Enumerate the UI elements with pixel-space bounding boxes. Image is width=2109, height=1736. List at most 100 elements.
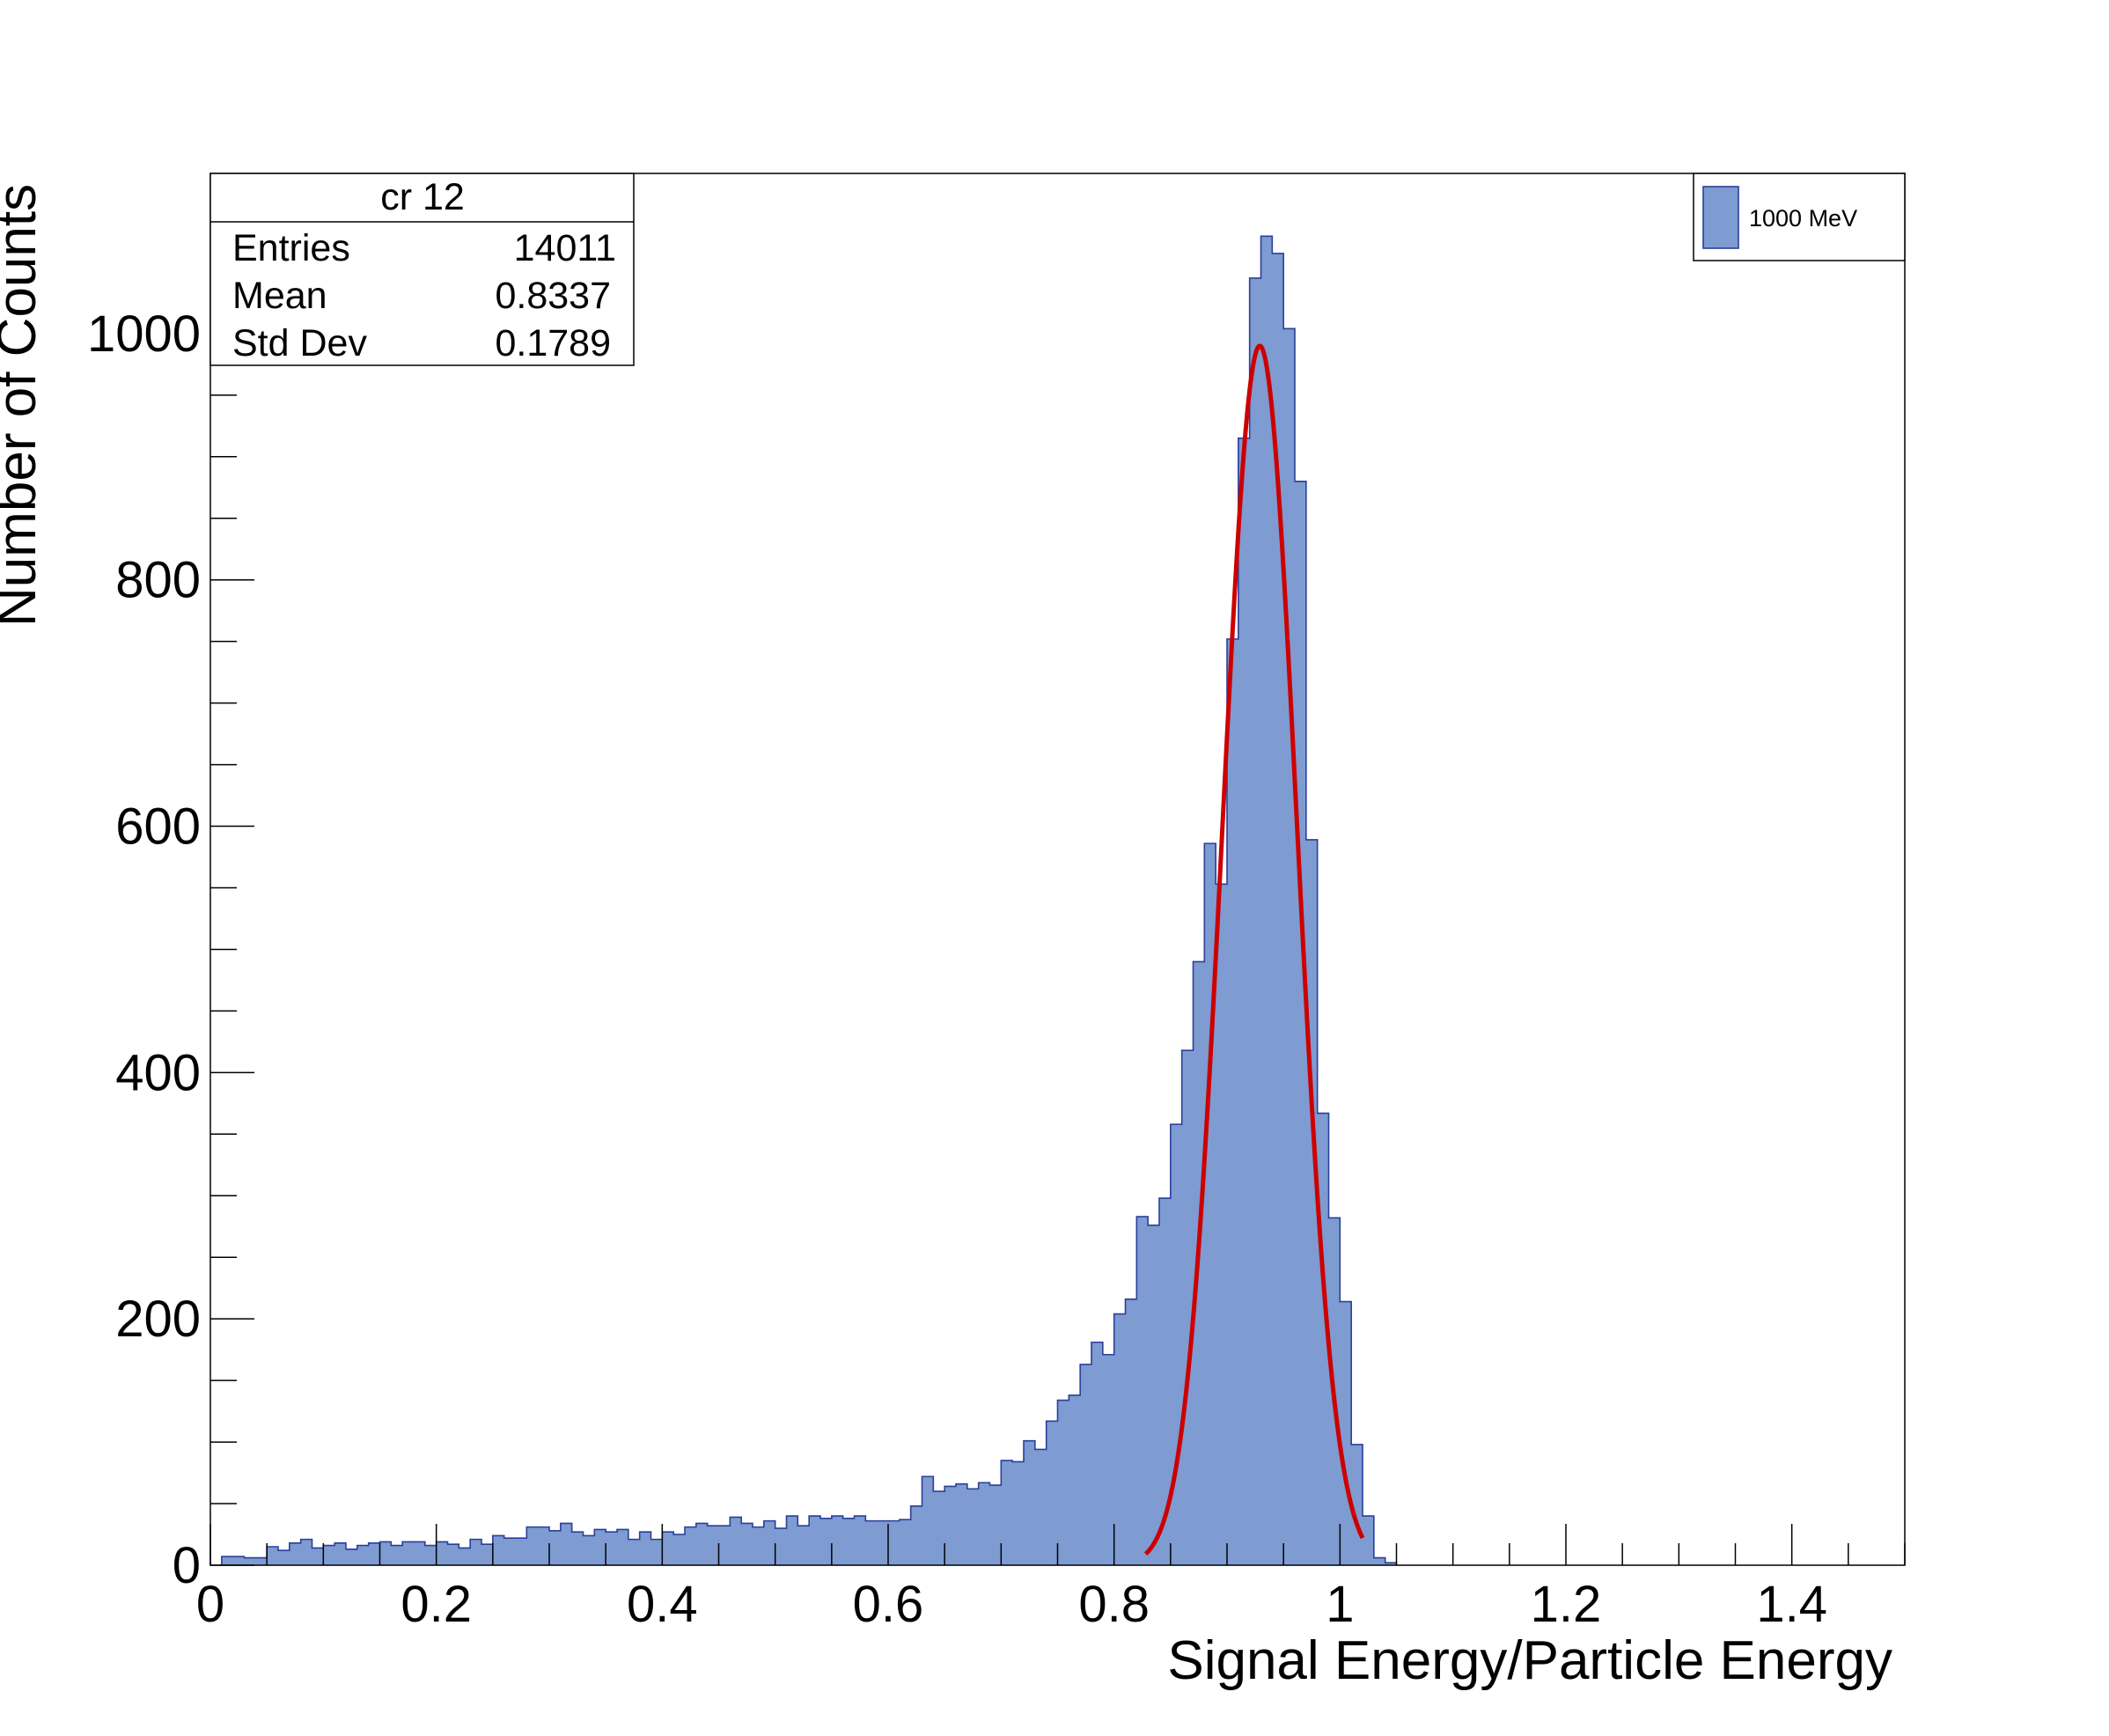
x-tick-label: 0.2: [400, 1576, 472, 1633]
histogram-bar: [447, 1544, 459, 1565]
stats-entries-value: 14011: [514, 227, 616, 269]
x-tick-label: 0.6: [853, 1576, 924, 1633]
histogram-bar: [842, 1518, 855, 1565]
histogram-bar: [424, 1545, 437, 1565]
histogram-bar: [1113, 1313, 1126, 1565]
histogram-bar: [1295, 481, 1307, 1565]
y-axis: 0 200 400 600 800 1000: [87, 210, 254, 1594]
histogram-bar: [515, 1538, 527, 1565]
histogram-bar: [1181, 1050, 1194, 1565]
histogram-bar: [865, 1520, 878, 1565]
legend: 1000 MeV: [1693, 173, 1906, 261]
x-tick-label: 0.8: [1078, 1576, 1150, 1633]
histogram-bar: [459, 1548, 471, 1565]
y-tick-label: 0: [173, 1537, 201, 1594]
histogram-bar: [1001, 1460, 1013, 1565]
histogram-bar: [1227, 638, 1239, 1565]
histogram-bar: [1216, 884, 1228, 1565]
histogram-bar: [436, 1541, 448, 1565]
histogram-bar: [685, 1526, 697, 1565]
histogram-bar: [356, 1545, 370, 1565]
histogram-bar: [753, 1526, 765, 1565]
histogram-bar: [391, 1545, 403, 1565]
histogram-bar: [402, 1541, 415, 1565]
histogram-bar: [1057, 1400, 1069, 1565]
histogram-bar: [1102, 1354, 1115, 1565]
histogram-bar: [606, 1532, 618, 1565]
histogram-bar: [334, 1542, 347, 1565]
histogram-bar: [1272, 253, 1284, 1566]
histogram-bar: [707, 1526, 719, 1565]
histogram-bar: [549, 1530, 562, 1565]
stats-title: cr 12: [380, 176, 465, 218]
histogram-bar: [1373, 1557, 1386, 1565]
histogram-bar: [414, 1541, 426, 1565]
histogram-bar: [741, 1523, 753, 1565]
histogram-bar: [255, 1557, 268, 1565]
histogram-bar: [1159, 1198, 1172, 1565]
histogram-bar: [312, 1548, 324, 1565]
histogram-bar: [820, 1518, 833, 1565]
histogram-bar: [956, 1483, 968, 1565]
histogram-bar: [1091, 1342, 1104, 1565]
y-tick-label: 200: [115, 1291, 201, 1348]
histogram-bar: [1069, 1394, 1081, 1565]
x-axis-label: Signal Energy/Particle Energy: [1167, 1630, 1892, 1691]
histogram-bar: [289, 1542, 302, 1565]
stats-mean-label: Mean: [232, 275, 327, 317]
histogram-bar: [244, 1557, 256, 1565]
x-tick-label: 0.4: [627, 1576, 698, 1633]
histogram-bar: [718, 1526, 731, 1565]
x-axis: 0 0.2 0.4 0.6 0.8 1 1.2 1.4: [196, 1524, 1906, 1633]
x-tick-label: 0: [196, 1576, 224, 1633]
stats-stddev-value: 0.1789: [495, 322, 611, 364]
histogram-bar: [267, 1547, 279, 1565]
x-tick-label: 1.2: [1531, 1576, 1602, 1633]
plot-frame: [209, 173, 1906, 1566]
y-tick-label: 400: [115, 1044, 201, 1101]
histogram-bar: [278, 1550, 290, 1565]
histogram-bar: [1249, 277, 1261, 1565]
histogram-bar: [966, 1489, 980, 1565]
histogram-bar: [944, 1486, 957, 1565]
histogram-bar: [922, 1476, 934, 1565]
histogram-bar: [650, 1539, 663, 1565]
legend-label: 1000 MeV: [1749, 205, 1857, 232]
histogram-bar: [854, 1516, 866, 1565]
histogram-bar: [730, 1517, 742, 1565]
histogram-bars: [221, 236, 1397, 1566]
histogram-bar: [1385, 1563, 1397, 1565]
stats-box: cr 12 Entries 14011 Mean 0.8337 Std Dev …: [209, 173, 635, 366]
histogram-bar: [1283, 328, 1296, 1565]
histogram-bar: [571, 1532, 584, 1565]
histogram-bar: [470, 1539, 482, 1565]
y-tick-label: 1000: [87, 305, 201, 363]
histogram-bar: [1034, 1449, 1047, 1565]
histogram-bar: [662, 1532, 674, 1565]
histogram-bar: [763, 1520, 776, 1565]
fit-curve: [1143, 343, 1365, 1556]
histogram-bar: [933, 1491, 945, 1565]
histogram-bar: [888, 1520, 900, 1565]
histogram-bar: [910, 1505, 922, 1565]
histogram-bar: [877, 1520, 889, 1565]
histogram-bar: [899, 1519, 912, 1565]
histogram-bar: [232, 1556, 245, 1565]
histogram-bar: [1046, 1421, 1058, 1565]
histogram-bar: [1363, 1516, 1375, 1565]
histogram-bar: [538, 1526, 550, 1565]
histogram-bar: [323, 1545, 335, 1565]
histogram-bar: [1136, 1217, 1149, 1565]
histogram-bar: [492, 1535, 505, 1565]
histogram-bar: [221, 1556, 234, 1565]
histogram-bar: [797, 1526, 810, 1565]
histogram-bar: [1170, 1124, 1183, 1565]
histogram-bar: [1080, 1364, 1092, 1565]
histogram-bar: [300, 1539, 312, 1565]
y-tick-label: 600: [115, 798, 201, 856]
histogram-bar: [639, 1532, 651, 1565]
histogram-bar: [583, 1535, 595, 1565]
histogram-bar: [1148, 1225, 1160, 1565]
histogram-bar: [831, 1516, 844, 1565]
